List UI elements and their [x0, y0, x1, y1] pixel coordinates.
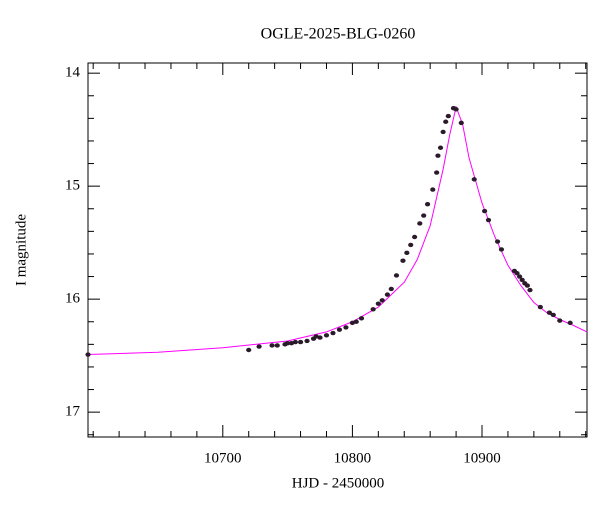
- data-point: [519, 277, 525, 283]
- data-point: [445, 113, 451, 119]
- data-point: [424, 202, 431, 207]
- data-point: [408, 242, 414, 248]
- data-point: [353, 319, 359, 324]
- data-point: [256, 344, 262, 349]
- data-point: [430, 187, 436, 192]
- data-point: [550, 312, 556, 318]
- data-point: [269, 343, 275, 348]
- y-tick-label: 16: [65, 291, 81, 307]
- data-point: [421, 213, 427, 218]
- data-point: [458, 120, 464, 126]
- data-point: [246, 347, 252, 353]
- data-point: [393, 273, 400, 278]
- data-point: [285, 341, 291, 346]
- data-point: [557, 318, 563, 323]
- x-tick-label: 10700: [204, 450, 242, 466]
- data-point: [358, 316, 365, 321]
- data-point: [437, 145, 444, 150]
- data-point: [453, 107, 459, 112]
- data-point: [292, 339, 298, 345]
- data-point: [343, 325, 349, 330]
- plot-frame: [87, 62, 588, 438]
- data-point: [435, 153, 441, 158]
- data-point: [514, 270, 520, 276]
- data-point: [498, 247, 505, 252]
- data-point: [400, 258, 406, 263]
- data-point: [304, 338, 310, 344]
- data-point: [440, 129, 446, 135]
- data-point: [485, 217, 492, 223]
- data-point: [388, 286, 394, 292]
- data-point: [517, 274, 523, 279]
- data-point: [412, 234, 418, 240]
- data-point: [375, 301, 381, 306]
- data-point: [379, 298, 385, 303]
- data-point: [336, 327, 343, 332]
- model-curve: [87, 105, 588, 356]
- data-point: [85, 352, 91, 357]
- data-point: [384, 292, 390, 297]
- y-tick-label: 14: [65, 65, 81, 81]
- data-point: [471, 177, 477, 182]
- data-point: [434, 170, 440, 175]
- data-point: [330, 330, 336, 336]
- x-tick-label: 10900: [463, 450, 501, 466]
- data-point: [482, 208, 488, 214]
- data-point: [274, 343, 280, 348]
- data-point: [417, 221, 423, 226]
- data-point: [546, 310, 553, 315]
- data-point: [567, 320, 573, 326]
- data-point: [317, 335, 323, 340]
- chart-title: OGLE-2025-BLG-0260: [261, 26, 416, 43]
- data-point: [370, 307, 376, 312]
- y-tick-label: 17: [65, 404, 81, 420]
- data-point: [494, 239, 501, 244]
- data-point: [524, 283, 530, 288]
- data-point: [527, 287, 533, 293]
- data-point: [404, 250, 410, 256]
- data-point: [323, 333, 330, 338]
- data-point: [297, 339, 304, 345]
- data-point: [443, 119, 449, 124]
- x-tick-label: 10800: [334, 450, 372, 466]
- y-tick-label: 15: [65, 178, 80, 194]
- x-axis-label: HJD - 2450000: [292, 475, 385, 491]
- y-axis-label: I magnitude: [13, 214, 29, 286]
- data-point: [537, 304, 543, 310]
